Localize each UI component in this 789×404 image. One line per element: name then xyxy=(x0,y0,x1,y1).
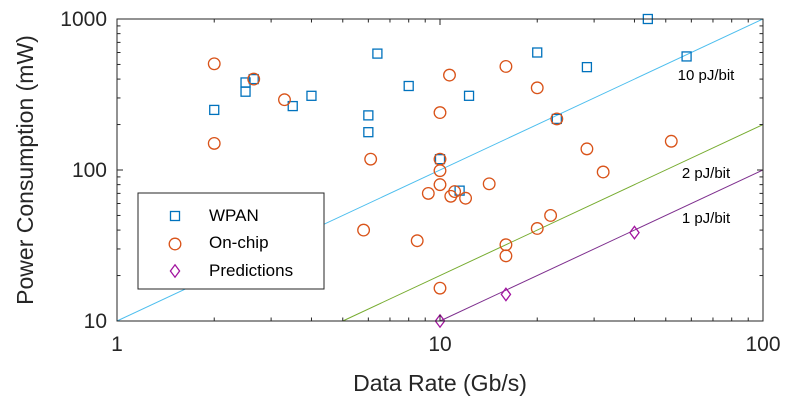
legend-entry-wpan: WPAN xyxy=(209,206,259,225)
onchip-point xyxy=(596,165,610,179)
onchip-point xyxy=(499,249,513,263)
onchip-point xyxy=(433,106,447,120)
y-tick-label-1000: 1000 xyxy=(60,8,107,31)
onchip-point xyxy=(448,185,462,198)
onchip-point xyxy=(433,281,447,295)
reference-line-labels: 10 pJ/bit 2 pJ/bit 1 pJ/bit xyxy=(678,67,736,227)
onchip-point xyxy=(207,57,221,71)
onchip-point xyxy=(580,142,594,156)
wpan-point xyxy=(209,104,220,116)
onchip-point xyxy=(530,81,544,95)
y-tick-label-10: 10 xyxy=(84,310,107,333)
reference-label-2-pj-bit: 2 pJ/bit xyxy=(682,165,731,182)
legend-marker-onchip xyxy=(168,237,182,251)
wpan-point xyxy=(240,86,251,97)
y-axis-label: Power Consumption (mW) xyxy=(12,35,38,305)
onchip-point xyxy=(357,223,371,237)
wpan-point xyxy=(434,153,446,165)
reference-label-1-pj-bit: 1 pJ/bit xyxy=(682,210,731,227)
onchip-point xyxy=(364,152,378,166)
reference-line-2-pj-bit xyxy=(342,124,764,322)
x-axis-label: Data Rate (Gb/s) xyxy=(353,370,527,396)
wpan-point xyxy=(306,90,317,101)
onchip-point xyxy=(499,60,513,73)
axes xyxy=(116,18,764,322)
reference-line-1-pj-bit xyxy=(439,169,764,322)
onchip-point xyxy=(550,112,564,126)
onchip-point xyxy=(459,191,473,205)
x-tick-label-1: 1 xyxy=(111,333,123,356)
onchip-point xyxy=(421,186,435,200)
onchip-point xyxy=(482,177,496,191)
data-points xyxy=(207,13,692,329)
wpan-point xyxy=(463,90,475,101)
legend-marker-prediction xyxy=(169,263,181,279)
wpan-point xyxy=(551,113,562,125)
x-tick-label-10: 10 xyxy=(428,333,451,356)
wpan-point xyxy=(403,80,414,92)
prediction-point xyxy=(629,225,640,240)
onchip-point xyxy=(664,134,678,148)
reference-label-10-pj-bit: 10 pJ/bit xyxy=(678,67,736,84)
prediction-point xyxy=(434,313,446,329)
onchip-point xyxy=(433,164,447,178)
wpan-point xyxy=(248,73,259,85)
x-tick-label-100: 100 xyxy=(745,333,780,356)
onchip-point xyxy=(544,209,558,222)
wpan-point xyxy=(287,100,298,112)
wpan-point xyxy=(372,48,383,59)
onchip-point xyxy=(444,189,458,203)
onchip-point xyxy=(278,93,291,107)
wpan-point xyxy=(581,61,593,73)
legend: WPAN On-chip Predictions xyxy=(137,192,325,290)
onchip-point xyxy=(433,178,447,192)
prediction-point xyxy=(500,287,512,302)
legend-marker-wpan xyxy=(169,210,181,222)
onchip-point xyxy=(530,222,544,235)
legend-box xyxy=(137,192,325,290)
wpan-point xyxy=(363,110,374,121)
legend-markers xyxy=(168,210,182,279)
onchip-point xyxy=(410,234,424,248)
wpan-point xyxy=(681,51,692,62)
onchip-point xyxy=(443,68,456,82)
y-tick-label-100: 100 xyxy=(72,159,107,182)
onchip-point xyxy=(247,72,261,86)
wpan-point xyxy=(363,127,374,138)
wpan-point xyxy=(532,47,543,58)
legend-entry-onchip: On-chip xyxy=(209,233,269,252)
onchip-point xyxy=(207,136,221,150)
legend-entry-predictions: Predictions xyxy=(209,261,293,280)
